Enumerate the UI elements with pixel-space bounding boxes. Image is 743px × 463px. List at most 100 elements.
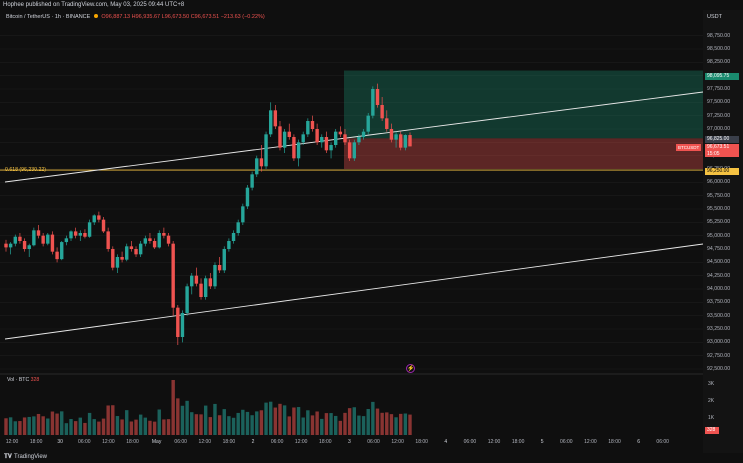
- candle-body: [227, 241, 231, 249]
- candle-body: [73, 231, 78, 236]
- volume-bar: [380, 412, 384, 435]
- volume-bar: [18, 421, 22, 435]
- candle-body: [389, 129, 394, 140]
- price-scale-label: 93,000.00: [707, 339, 731, 346]
- volume-bar: [36, 413, 41, 435]
- ohlc-close: C96,673.51: [190, 14, 220, 20]
- price-scale-label: 92,750.00: [707, 352, 731, 359]
- candle-body: [371, 89, 375, 116]
- candle-body: [166, 235, 171, 244]
- candle-body: [320, 137, 324, 143]
- price-scale-label: 95,500.00: [707, 206, 731, 212]
- footer-brand: TradingView: [14, 454, 48, 460]
- fib-level-label[interactable]: 0.618 (96,230.22): [5, 167, 46, 173]
- volume-bar: [101, 418, 106, 435]
- price-scale-label: 97,000.00: [707, 126, 731, 132]
- tradingview-logo-icon: 𝐓𝐕: [4, 454, 12, 460]
- candle-body: [87, 222, 92, 237]
- volume-bar: [408, 414, 412, 435]
- candle-body: [292, 137, 296, 159]
- volume-bar: [171, 380, 175, 435]
- volume-bar: [264, 402, 268, 435]
- volume-bar: [324, 413, 329, 435]
- volume-bar: [78, 417, 82, 435]
- ohlc-change: −213.63 (−0.22%): [220, 14, 265, 20]
- volume-bar: [399, 413, 403, 435]
- volume-bar: [50, 411, 55, 435]
- candlestick-series: [4, 83, 412, 345]
- volume-title: Vol · BTC: [7, 377, 30, 383]
- volume-bar: [310, 415, 315, 435]
- volume-bar: [138, 414, 143, 435]
- volume-bar: [352, 407, 356, 435]
- time-axis-label: 06:00: [656, 439, 669, 445]
- ohlc-low: L96,673.50: [161, 14, 190, 20]
- interval: 1h: [54, 14, 61, 20]
- volume-bar: [231, 417, 236, 435]
- candle-body: [408, 135, 412, 147]
- candle-body: [213, 265, 217, 287]
- candle-body: [208, 278, 213, 287]
- tradingview-ideas-icon[interactable]: ⚡: [406, 364, 415, 373]
- volume-bar: [343, 412, 347, 435]
- time-axis-label: 12:00: [5, 439, 19, 445]
- volume-bar: [92, 419, 96, 435]
- candle-body: [199, 283, 203, 297]
- volume-bar: [129, 421, 134, 435]
- candle-body: [22, 241, 27, 249]
- volume-legend[interactable]: Vol · BTC 328: [7, 377, 39, 383]
- volume-bar: [120, 419, 124, 435]
- volume-bar: [152, 421, 157, 435]
- volume-bar: [278, 403, 282, 435]
- candle-body: [176, 307, 180, 337]
- volume-bar: [115, 416, 120, 435]
- volume-bar: [148, 420, 152, 435]
- volume-bar: [394, 417, 398, 435]
- candle-body: [357, 137, 361, 143]
- candle-body: [148, 238, 152, 241]
- volume-bar: [255, 411, 259, 435]
- volume-bar: [13, 421, 17, 435]
- volume-bar: [389, 414, 394, 435]
- volume-scale-3k: 3K: [708, 381, 715, 387]
- volume-bar: [4, 418, 8, 435]
- price-scale[interactable]: [703, 10, 743, 453]
- volume-bar: [8, 417, 13, 435]
- candle-body: [287, 131, 291, 137]
- candle-body: [69, 231, 73, 239]
- time-axis-label: 06:00: [174, 439, 187, 445]
- candle-body: [180, 313, 185, 337]
- volume-bar: [301, 417, 305, 435]
- volume-bar: [375, 408, 380, 435]
- symbol-legend[interactable]: Bitcoin / TetherUS · 1h · BINANCE O96,88…: [6, 14, 265, 20]
- price-scale-label: 92,500.00: [707, 366, 731, 372]
- volume-bar: [87, 412, 92, 435]
- volume-scale-1k: 1K: [708, 415, 715, 421]
- candle-body: [306, 121, 310, 135]
- currency-label[interactable]: USDT: [707, 14, 722, 20]
- volume-bar: [236, 412, 240, 435]
- ohlc-open: O96,887.13: [101, 14, 131, 20]
- volume-bar: [357, 415, 361, 435]
- volume-bar: [190, 412, 194, 435]
- volume-bar: [208, 417, 213, 435]
- price-scale-label: 98,750.00: [707, 32, 731, 39]
- candle-body: [50, 234, 55, 252]
- candle-body: [222, 249, 226, 271]
- candle-body: [385, 118, 389, 129]
- candle-body: [194, 275, 199, 284]
- candle-body: [60, 242, 64, 260]
- volume-bar: [180, 405, 185, 435]
- volume-bar: [259, 410, 264, 435]
- time-axis-label: 2: [251, 439, 255, 445]
- volume-bar: [32, 416, 36, 435]
- volume-bar: [157, 409, 161, 435]
- chart-grid: [0, 35, 703, 370]
- volume-scale-2k: 2K: [708, 398, 715, 404]
- candle-body: [97, 215, 101, 220]
- target-price-tag: 98,095.75: [705, 73, 739, 80]
- candle-body: [301, 134, 305, 143]
- price-scale-label: 97,500.00: [707, 99, 731, 106]
- price-scale-label: 98,250.00: [707, 59, 731, 66]
